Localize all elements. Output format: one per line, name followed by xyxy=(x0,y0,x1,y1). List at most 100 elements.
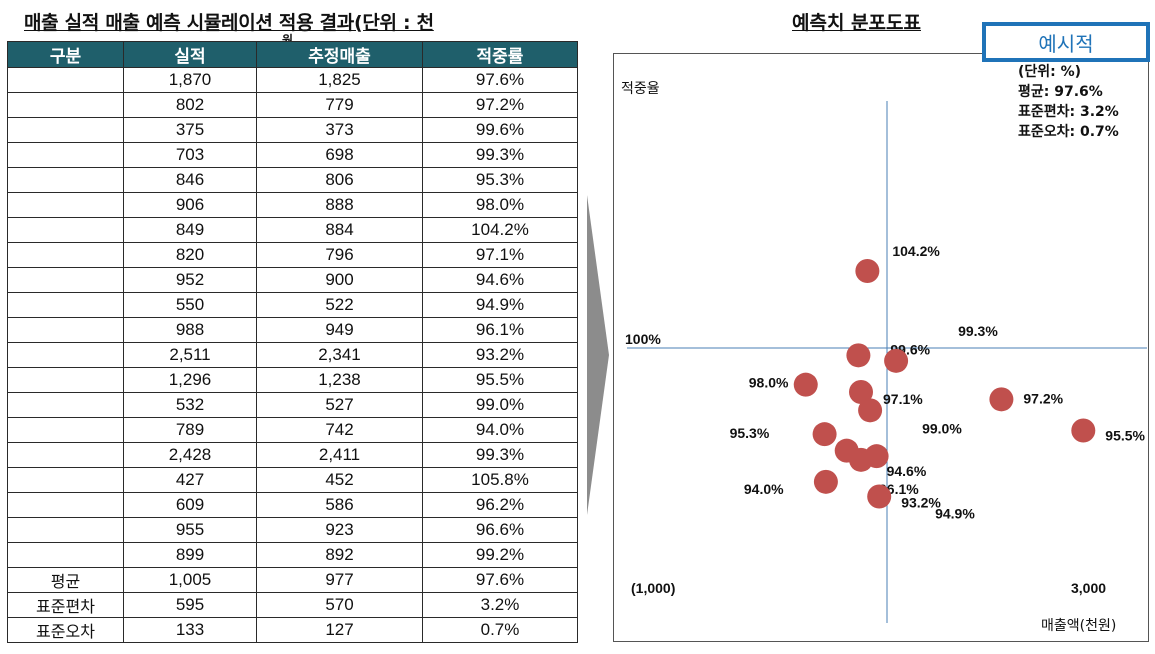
results-table: 구분 실적 추정매출 적중률 1,870 1,825 97.6% 802 779 97.2… xyxy=(7,41,578,643)
cell-hit-rate: 99.3% xyxy=(422,142,578,168)
cell-hit-rate: 105.8% xyxy=(422,467,578,493)
table-row: 849 884 104.2% xyxy=(7,217,578,243)
example-badge: 예시적 xyxy=(982,22,1150,62)
data-label: 99.0% xyxy=(922,420,962,436)
cell-category xyxy=(7,92,124,118)
summary-row: 평균 1,005 977 97.6% xyxy=(7,567,578,593)
cell-estimated: 373 xyxy=(256,117,423,143)
cell-estimated: 527 xyxy=(256,392,423,418)
summary-row: 표준오차 133 127 0.7% xyxy=(7,617,578,643)
cell-category xyxy=(7,292,124,318)
y-axis-label: 적중율 xyxy=(621,81,660,97)
cell-actual: 133 xyxy=(123,617,257,643)
table-row: 802 779 97.2% xyxy=(7,92,578,118)
data-label: 97.2% xyxy=(1023,390,1063,406)
table-row: 1,296 1,238 95.5% xyxy=(7,367,578,393)
x-tick-label: (1,000) xyxy=(631,580,675,596)
cell-category xyxy=(7,67,124,93)
cell-estimated: 522 xyxy=(256,292,423,318)
table-row: 846 806 95.3% xyxy=(7,167,578,193)
cell-hit-rate: 99.6% xyxy=(422,117,578,143)
y-reference-label: 100% xyxy=(625,331,661,347)
cell-actual: 2,511 xyxy=(123,342,257,368)
cell-hit-rate: 0.7% xyxy=(422,617,578,643)
header-category: 구분 xyxy=(7,41,124,68)
data-point xyxy=(864,444,889,469)
summary-label: 표준오차 xyxy=(7,617,124,643)
chart-title: 예측치 분포도표 xyxy=(792,12,921,34)
cell-actual: 846 xyxy=(123,167,257,193)
cell-hit-rate: 104.2% xyxy=(422,217,578,243)
data-label: 95.3% xyxy=(730,425,770,441)
cell-estimated: 796 xyxy=(256,242,423,268)
stats-box: (단위: %) 평균: 97.6% 표준편차: 3.2% 표준오차: 0.7% xyxy=(1018,62,1119,142)
table-row: 955 923 96.6% xyxy=(7,517,578,543)
cell-actual: 375 xyxy=(123,117,257,143)
data-point xyxy=(1071,418,1096,443)
stats-unit: (단위: %) xyxy=(1018,64,1082,80)
data-label: 98.0% xyxy=(749,375,789,391)
cell-actual: 703 xyxy=(123,142,257,168)
data-point xyxy=(884,348,909,373)
table-row: 532 527 99.0% xyxy=(7,392,578,418)
table-row: 899 892 99.2% xyxy=(7,542,578,568)
cell-hit-rate: 99.2% xyxy=(422,542,578,568)
cell-category xyxy=(7,542,124,568)
cell-category xyxy=(7,442,124,468)
cell-estimated: 977 xyxy=(256,567,423,593)
cell-hit-rate: 93.2% xyxy=(422,342,578,368)
stats-mean: 평균: 97.6% xyxy=(1018,84,1103,100)
cell-actual: 595 xyxy=(123,592,257,618)
cell-hit-rate: 97.1% xyxy=(422,242,578,268)
cell-actual: 820 xyxy=(123,242,257,268)
table-row: 703 698 99.3% xyxy=(7,142,578,168)
cell-hit-rate: 96.6% xyxy=(422,517,578,543)
data-label: 94.0% xyxy=(744,481,784,497)
cell-actual: 427 xyxy=(123,467,257,493)
cell-estimated: 570 xyxy=(256,592,423,618)
cell-category xyxy=(7,417,124,443)
cell-actual: 1,870 xyxy=(123,67,257,93)
left-title-continued: 원 xyxy=(282,33,294,47)
data-label: 94.9% xyxy=(935,506,975,522)
cell-actual: 532 xyxy=(123,392,257,418)
cell-hit-rate: 97.2% xyxy=(422,92,578,118)
summary-label: 평균 xyxy=(7,567,124,593)
cell-hit-rate: 95.3% xyxy=(422,167,578,193)
data-point xyxy=(793,372,818,397)
cell-hit-rate: 97.6% xyxy=(422,567,578,593)
stats-std: 표준편차: 3.2% xyxy=(1018,104,1119,120)
table-row: 375 373 99.6% xyxy=(7,117,578,143)
data-point xyxy=(849,380,873,404)
scatter-chart: 적중율 100% (1,000) 3,000 매출액(천원) 104.2% 97.2% 95.… xyxy=(621,81,1147,634)
cell-category xyxy=(7,317,124,343)
table-row: 789 742 94.0% xyxy=(7,417,578,443)
header-hit-rate: 적중률 xyxy=(422,41,578,68)
cell-hit-rate: 3.2% xyxy=(422,592,578,618)
cell-actual: 550 xyxy=(123,292,257,318)
cell-actual: 906 xyxy=(123,192,257,218)
cell-estimated: 806 xyxy=(256,167,423,193)
cell-actual: 849 xyxy=(123,217,257,243)
cell-hit-rate: 99.3% xyxy=(422,442,578,468)
data-point xyxy=(812,422,837,447)
cell-hit-rate: 99.0% xyxy=(422,392,578,418)
cell-estimated: 698 xyxy=(256,142,423,168)
cell-actual: 802 xyxy=(123,92,257,118)
data-label: 97.1% xyxy=(883,391,923,407)
stats-se: 표준오차: 0.7% xyxy=(1018,124,1119,140)
cell-estimated: 586 xyxy=(256,492,423,518)
x-axis-label: 매출액(천원) xyxy=(1041,618,1116,634)
table-row: 988 949 96.1% xyxy=(7,317,578,343)
cell-category xyxy=(7,192,124,218)
x-tick-label: 3,000 xyxy=(1071,580,1106,596)
cell-actual: 609 xyxy=(123,492,257,518)
cell-hit-rate: 96.1% xyxy=(422,317,578,343)
data-label: 94.6% xyxy=(887,463,927,479)
cell-category xyxy=(7,492,124,518)
cell-category xyxy=(7,267,124,293)
table-row: 2,428 2,411 99.3% xyxy=(7,442,578,468)
cell-estimated: 949 xyxy=(256,317,423,343)
cell-category xyxy=(7,392,124,418)
cell-category xyxy=(7,242,124,268)
